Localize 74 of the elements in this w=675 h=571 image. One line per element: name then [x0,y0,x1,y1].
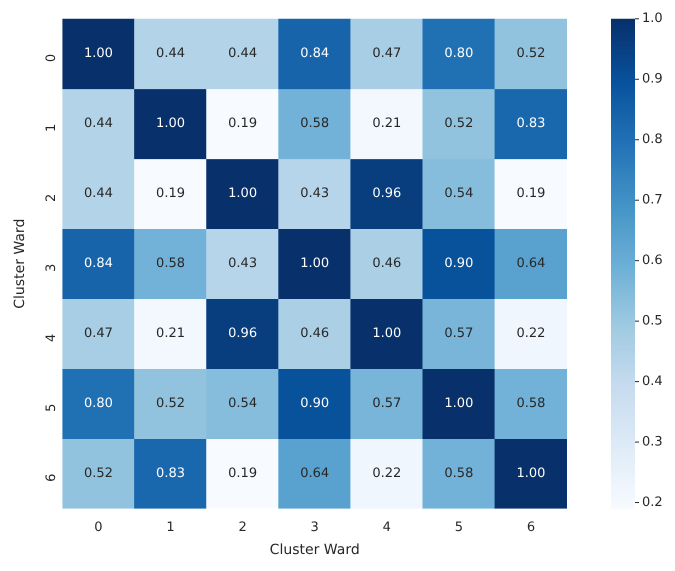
data-label: 0.22 [516,326,546,342]
color-bar-label: 0.3 [642,434,663,450]
data-label: 0.83 [516,116,546,132]
data-label: 0.96 [372,186,402,202]
data-label: 0.80 [444,46,474,62]
data-label: 0.22 [372,466,402,481]
color-bar-label: 0.8 [642,132,663,148]
y-tick-label: 4 [44,334,59,342]
data-label: 0.52 [444,116,474,132]
data-label: 0.52 [84,466,113,481]
x-tick-label: 0 [94,520,103,535]
data-label: 0.19 [228,466,258,481]
data-label: 0.54 [228,396,258,412]
data-label: 1.00 [372,326,402,342]
y-tick-label: 1 [44,124,59,132]
color-bar-label: 0.9 [642,72,663,87]
data-label: 0.58 [444,466,474,481]
data-label: 0.96 [228,326,258,342]
color-bar-label: 0.4 [642,374,663,389]
data-label: 0.44 [84,186,113,202]
data-label: 0.90 [300,396,330,412]
x-axis-title: Cluster Ward [270,542,360,558]
data-label: 0.84 [300,46,330,62]
data-label: 0.58 [300,116,330,132]
color-bar-label: 1.0 [642,11,663,26]
data-label: 0.47 [84,326,113,342]
data-label: 0.57 [372,396,402,412]
x-tick-label: 4 [382,520,391,535]
data-label: 0.19 [228,116,258,132]
x-tick-label: 3 [310,520,319,535]
data-label: 1.00 [228,186,258,202]
color-bar-label: 0.6 [642,253,663,268]
data-label: 0.54 [444,186,474,202]
x-tick-label: 1 [166,520,175,535]
x-tick-label: 5 [454,520,464,535]
data-label: 0.58 [516,396,546,412]
data-label: 1.00 [444,396,474,412]
data-label: 1.00 [300,256,330,272]
data-label: 0.44 [228,46,258,62]
data-label: 0.21 [372,116,402,132]
y-tick-label: 0 [44,54,59,62]
data-label: 1.00 [84,46,113,62]
data-label: 0.43 [300,186,330,202]
data-label: 0.46 [300,326,330,342]
y-tick-label: 6 [44,474,59,482]
y-axis-title: Cluster Ward [12,218,28,309]
data-label: 0.80 [84,396,113,412]
x-tick-label: 6 [526,520,536,535]
data-label: 0.46 [372,256,402,272]
data-label: 0.64 [516,256,546,272]
y-tick-label: 5 [44,404,59,412]
color-bar-label: 0.5 [642,314,663,329]
data-label: 0.90 [444,256,474,272]
data-label: 0.21 [156,326,186,342]
data-label: 0.58 [156,256,186,272]
data-label: 0.19 [516,186,546,202]
data-label: 0.44 [84,116,113,132]
data-label: 1.00 [156,116,186,132]
data-label: 0.19 [156,186,186,202]
data-label: 0.52 [516,46,546,62]
data-label: 0.83 [156,466,186,481]
color-bar-label: 0.7 [642,192,663,208]
y-tick-label: 3 [44,264,59,272]
data-label: 0.64 [300,466,330,481]
data-label: 0.47 [372,46,402,62]
data-label: 0.44 [156,46,186,62]
y-tick-label: 2 [44,194,59,202]
data-label: 0.84 [84,256,113,272]
data-label: 1.00 [516,466,546,481]
data-label: 0.52 [156,396,186,412]
data-label: 0.57 [444,326,474,342]
data-label: 0.43 [228,256,258,272]
x-tick-label: 2 [238,520,247,535]
color-bar-label: 0.2 [642,494,663,510]
